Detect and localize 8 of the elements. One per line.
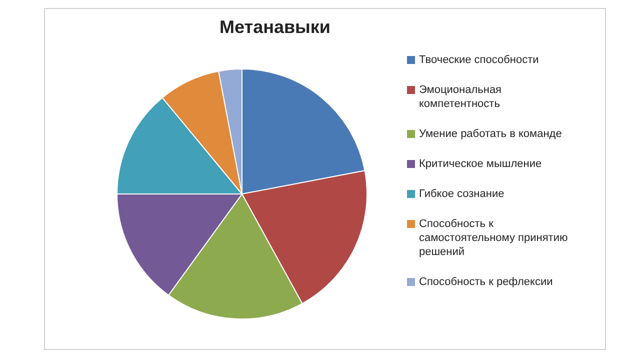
chart-title: Метанавыки [218, 17, 332, 38]
legend-label: Твоческие способности [419, 53, 540, 67]
legend-label: Гибкое сознание [419, 187, 506, 201]
legend-label: Способность к рефлексии [419, 275, 554, 289]
legend-label: Умение работать в команде [419, 127, 563, 141]
legend-label: Критическое мышление [419, 157, 543, 171]
legend-label: Эмоциональная компетентность [419, 83, 503, 111]
legend-label: Способность к самостоятельному принятию решений [419, 217, 569, 259]
